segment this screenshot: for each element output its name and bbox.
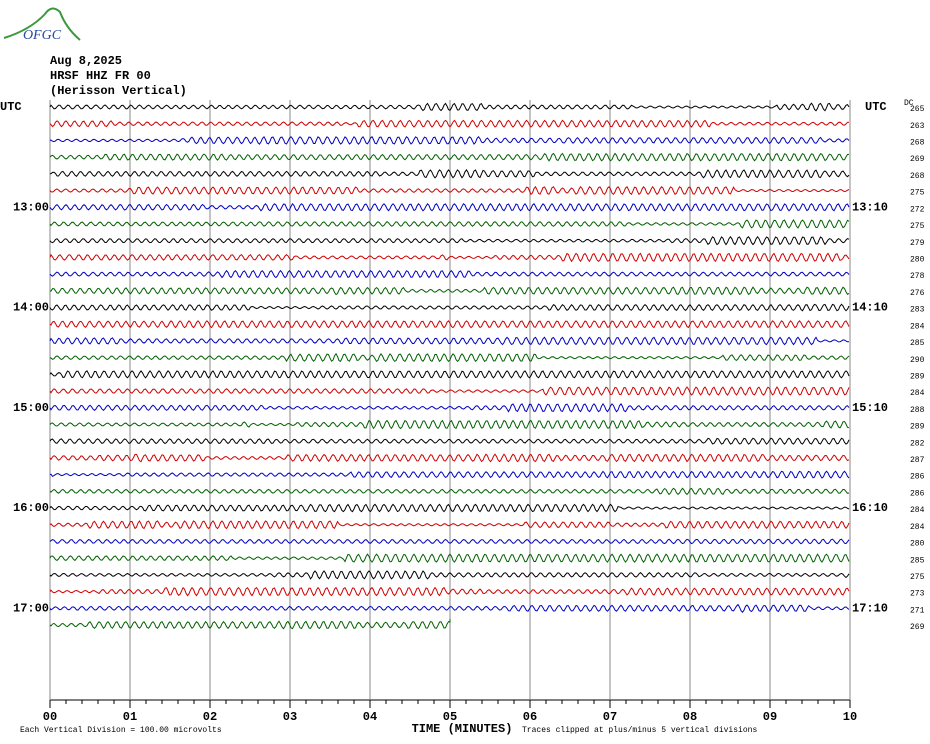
trace: [49, 619, 451, 630]
x-tick-label: 02: [203, 710, 217, 724]
x-tick-label: 10: [843, 710, 857, 724]
right-time-label: UTC: [865, 100, 887, 114]
trace: [49, 352, 850, 363]
dc-value: 286: [910, 473, 925, 482]
trace: [49, 135, 850, 145]
date: Aug 8,2025: [50, 54, 122, 68]
right-time-label: 16:10: [852, 501, 888, 515]
dc-value: 289: [910, 372, 925, 381]
dc-value: 285: [910, 556, 925, 565]
dc-value: 276: [910, 289, 925, 298]
trace: [49, 503, 850, 513]
x-tick-label: 06: [523, 710, 537, 724]
trace: [49, 119, 850, 128]
x-tick-label: 07: [603, 710, 617, 724]
trace: [49, 336, 849, 346]
left-time-label: 16:00: [13, 501, 49, 515]
trace: [49, 520, 850, 530]
trace: [49, 386, 850, 396]
trace: [50, 169, 850, 179]
trace: [49, 402, 850, 413]
trace: [49, 437, 850, 445]
trace: [49, 269, 850, 279]
dc-value: 286: [910, 489, 925, 498]
dc-value: 272: [910, 205, 925, 214]
trace: [49, 487, 850, 496]
x-tick-label: 04: [363, 710, 377, 724]
footer-right: Traces clipped at plus/minus 5 vertical …: [522, 726, 757, 735]
trace: [49, 603, 850, 613]
right-time-label: 17:10: [852, 601, 888, 615]
dc-value: 275: [910, 573, 925, 582]
dc-value: 263: [910, 122, 925, 131]
left-time-label: UTC: [0, 100, 22, 114]
right-time-label: 15:10: [852, 401, 888, 415]
trace: [49, 419, 850, 430]
trace: [49, 219, 850, 229]
dc-value: 280: [910, 540, 925, 549]
x-tick-label: 08: [683, 710, 697, 724]
dc-value: 278: [910, 272, 925, 281]
dc-value: 290: [910, 356, 925, 365]
dc-value: 289: [910, 423, 925, 432]
dc-value: 271: [910, 606, 925, 615]
dc-value: 288: [910, 406, 925, 415]
trace: [49, 185, 850, 196]
trace: [49, 370, 850, 379]
left-time-label: 15:00: [13, 401, 49, 415]
dc-value: 280: [910, 255, 925, 264]
dc-value: 275: [910, 222, 925, 231]
dc-value: 284: [910, 389, 925, 398]
dc-value: 275: [910, 189, 925, 198]
dc-value: 283: [910, 306, 925, 315]
trace: [49, 553, 850, 563]
left-time-label: 17:00: [13, 601, 49, 615]
dc-value: 282: [910, 439, 925, 448]
x-tick-label: 00: [43, 710, 57, 724]
trace: [49, 152, 850, 162]
trace: [49, 102, 850, 112]
location: (Herisson Vertical): [50, 84, 187, 98]
x-tick-label: 05: [443, 710, 457, 724]
dc-value: 273: [910, 590, 925, 599]
logo-curve: [3, 7, 81, 41]
trace: [49, 320, 850, 329]
trace: [49, 303, 850, 312]
dc-value: 284: [910, 322, 925, 331]
trace: [49, 538, 850, 545]
dc-value: 284: [910, 523, 925, 532]
right-time-label: 13:10: [852, 200, 888, 214]
dc-value: 285: [910, 339, 925, 348]
x-tick-label: 03: [283, 710, 297, 724]
trace: [49, 453, 850, 463]
trace: [49, 252, 850, 263]
trace: [49, 470, 850, 479]
dc-value: 268: [910, 139, 925, 148]
trace: [49, 202, 850, 212]
left-time-label: 14:00: [13, 301, 49, 315]
footer-left: Each Vertical Division = 100.00 microvol…: [20, 726, 222, 735]
station: HRSF HHZ FR 00: [50, 69, 151, 83]
x-tick-label: 09: [763, 710, 777, 724]
dc-value: 279: [910, 239, 925, 248]
x-tick-label: 01: [123, 710, 137, 724]
right-time-label: 14:10: [852, 301, 888, 315]
x-axis-label: TIME (MINUTES): [412, 722, 513, 736]
trace: [49, 586, 850, 597]
dc-value: 269: [910, 623, 925, 632]
dc-value: 269: [910, 155, 925, 164]
dc-label: DC: [904, 99, 914, 108]
dc-value: 265: [910, 105, 925, 114]
left-time-label: 13:00: [13, 200, 49, 214]
trace: [49, 570, 850, 580]
trace: [49, 235, 850, 246]
dc-value: 268: [910, 172, 925, 181]
dc-value: 287: [910, 456, 925, 465]
logo: OFGC: [23, 28, 62, 43]
trace: [49, 286, 850, 296]
dc-value: 284: [910, 506, 925, 515]
